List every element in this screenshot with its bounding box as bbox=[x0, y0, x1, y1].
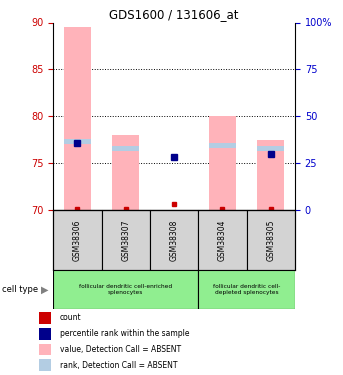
Text: GSM38307: GSM38307 bbox=[121, 219, 130, 261]
Text: GSM38308: GSM38308 bbox=[169, 219, 179, 261]
Text: GSM38304: GSM38304 bbox=[218, 219, 227, 261]
Text: GSM38306: GSM38306 bbox=[73, 219, 82, 261]
Bar bbox=[150, 210, 198, 270]
Bar bbox=[102, 210, 150, 270]
Bar bbox=[198, 210, 247, 270]
Bar bbox=[53, 210, 102, 270]
Bar bbox=[53, 270, 198, 309]
Bar bbox=[64, 27, 91, 210]
Bar bbox=[39, 359, 51, 371]
Text: ▶: ▶ bbox=[41, 285, 48, 295]
Bar bbox=[39, 328, 51, 340]
Bar bbox=[198, 270, 295, 309]
Bar bbox=[113, 146, 139, 151]
Text: follicular dendritic cell-
depleted splenocytes: follicular dendritic cell- depleted sple… bbox=[213, 284, 280, 295]
Bar bbox=[39, 312, 51, 324]
Text: GSM38305: GSM38305 bbox=[266, 219, 275, 261]
Text: rank, Detection Call = ABSENT: rank, Detection Call = ABSENT bbox=[60, 361, 178, 370]
Text: cell type: cell type bbox=[2, 285, 38, 294]
Bar bbox=[39, 344, 51, 355]
Bar bbox=[113, 135, 139, 210]
Bar bbox=[209, 144, 236, 148]
Text: count: count bbox=[60, 314, 82, 322]
Bar bbox=[64, 139, 91, 144]
Bar bbox=[258, 146, 284, 151]
Bar bbox=[209, 116, 236, 210]
Bar bbox=[247, 210, 295, 270]
Text: follicular dendritic cell-enriched
splenocytes: follicular dendritic cell-enriched splen… bbox=[79, 284, 172, 295]
Text: percentile rank within the sample: percentile rank within the sample bbox=[60, 329, 190, 338]
Text: value, Detection Call = ABSENT: value, Detection Call = ABSENT bbox=[60, 345, 181, 354]
Title: GDS1600 / 131606_at: GDS1600 / 131606_at bbox=[109, 8, 239, 21]
Bar bbox=[258, 140, 284, 210]
